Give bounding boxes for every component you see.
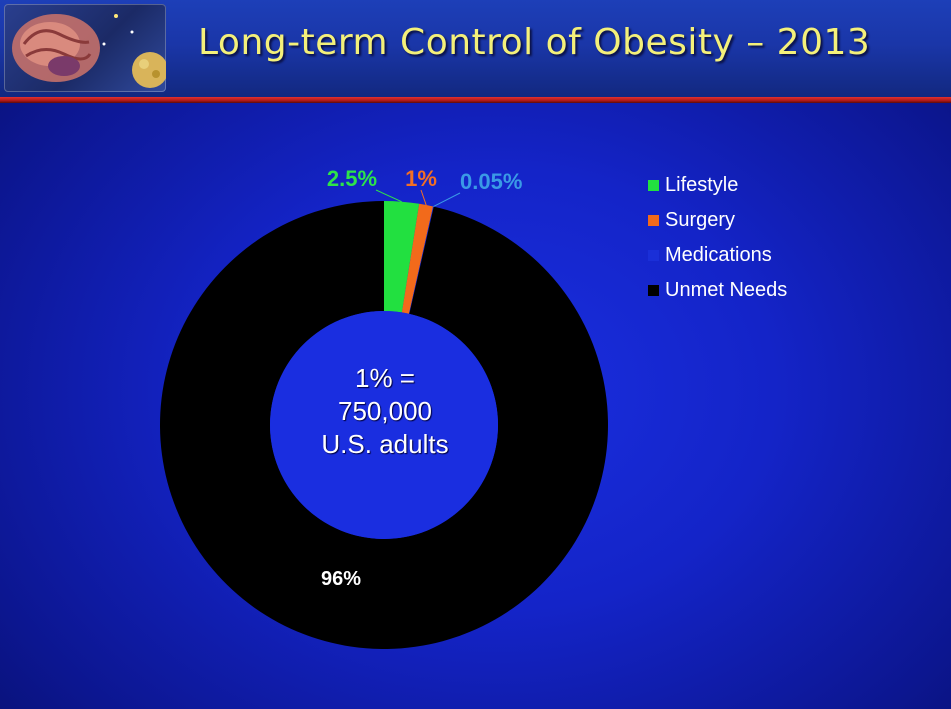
slice-surgery	[401, 203, 434, 314]
brain-logo-image	[4, 4, 166, 92]
data-label-unmet-needs: 96%	[321, 568, 361, 590]
legend-swatch	[648, 285, 659, 296]
page-title: Long-term Control of Obesity – 2013	[198, 22, 871, 63]
legend-item-lifestyle: Lifestyle	[648, 168, 787, 203]
legend-swatch	[648, 215, 659, 226]
legend-item-medications: Medications	[648, 238, 787, 273]
legend-label: Medications	[665, 244, 772, 266]
slide-header: Long-term Control of Obesity – 2013	[0, 0, 951, 98]
header-divider	[0, 97, 951, 103]
leader-line-surgery	[420, 189, 427, 206]
legend-swatch	[648, 250, 659, 261]
center-line-3: U.S. adults	[321, 429, 449, 459]
leader-line-lifestyle	[375, 189, 402, 203]
data-label-lifestyle: 2.5%	[327, 166, 377, 191]
legend-swatch	[648, 180, 659, 191]
slice-lifestyle	[384, 201, 420, 313]
legend-label: Surgery	[665, 209, 736, 231]
donut-center-label: 1% = 750,000 U.S. adults	[285, 362, 485, 461]
center-line-1: 1% =	[355, 363, 415, 393]
legend-item-unmet-needs: Unmet Needs	[648, 273, 787, 308]
data-label-surgery: 1%	[405, 166, 437, 191]
legend-label: Unmet Needs	[665, 279, 788, 301]
chart-legend: Lifestyle Surgery Medications Unmet Needs	[648, 168, 787, 308]
legend-label: Lifestyle	[665, 174, 739, 196]
slice-unmet-needs	[160, 201, 609, 649]
center-line-2: 750,000	[338, 396, 432, 426]
donut-hole	[270, 311, 498, 539]
leader-line-medications	[433, 192, 461, 207]
data-label-medications: 0.05%	[460, 169, 522, 194]
slice-medications	[408, 206, 434, 314]
legend-item-surgery: Surgery	[648, 203, 787, 238]
